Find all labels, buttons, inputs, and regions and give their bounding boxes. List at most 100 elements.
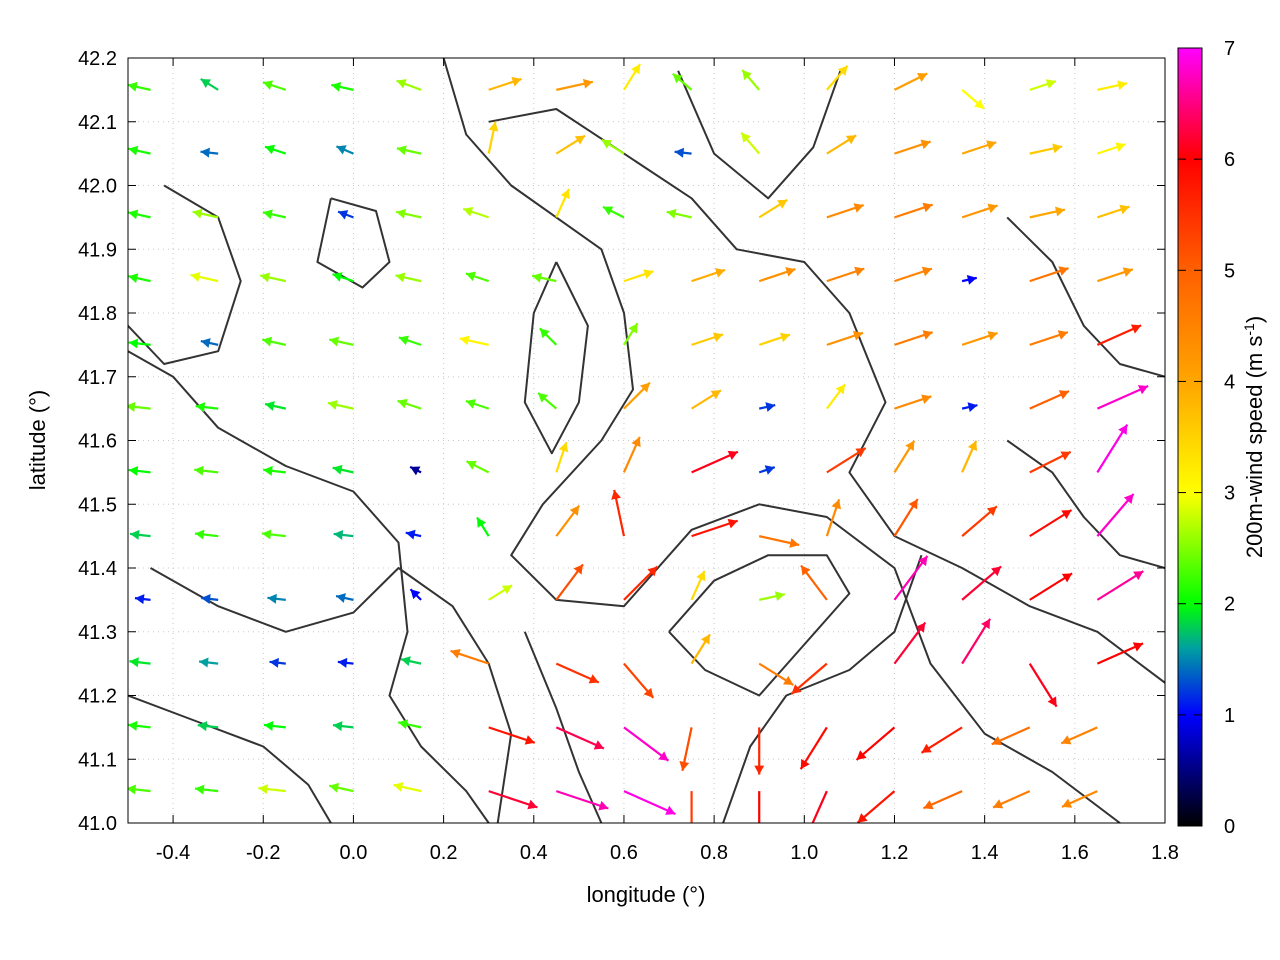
wind-arrow-head (647, 566, 658, 577)
wind-arrow (691, 332, 724, 346)
x-axis-title: longitude (°) (587, 882, 706, 907)
wind-arrow (758, 591, 786, 602)
wind-arrow (623, 269, 654, 283)
wind-arrow (262, 336, 287, 347)
wind-arrow (556, 78, 594, 91)
wind-arrow (397, 719, 422, 730)
wind-arrow-head (1115, 142, 1126, 152)
wind-arrow (800, 564, 828, 601)
wind-arrow (197, 721, 219, 732)
wind-arrow (623, 790, 676, 815)
wind-arrow (190, 272, 219, 283)
y-tick-label: 41.0 (78, 813, 117, 835)
wind-arrow (1097, 267, 1134, 283)
wind-arrow (201, 594, 219, 604)
wind-arrow (333, 529, 354, 540)
wind-arrow (826, 203, 865, 219)
wind-arrow-shaft (1096, 493, 1135, 537)
wind-arrow (331, 82, 354, 92)
wind-arrow (826, 447, 867, 474)
wind-arrow-head (1058, 390, 1070, 400)
wind-arrow (758, 332, 791, 346)
wind-arrow-head (527, 799, 538, 810)
wind-arrow-head (197, 721, 208, 732)
wind-arrow (128, 273, 151, 284)
wind-arrow-head (329, 782, 340, 793)
wind-arrow-shaft (811, 790, 828, 823)
colorbar-tick-label: 6 (1224, 149, 1235, 171)
wind-arrow-head (524, 735, 535, 745)
x-tick-label: -0.2 (246, 842, 280, 864)
wind-arrow (409, 465, 422, 476)
wind-arrow-head (398, 335, 409, 346)
wind-arrow (894, 139, 931, 155)
wind-arrow-head (987, 331, 998, 341)
wind-arrow-head (974, 99, 985, 109)
wind-arrow-head (200, 338, 211, 348)
wind-arrow (601, 138, 625, 155)
wind-arrow (465, 399, 490, 410)
wind-arrow-head (396, 79, 407, 89)
wind-arrow-head (598, 800, 609, 811)
wind-arrow (332, 721, 354, 732)
wind-arrow-head (765, 402, 776, 412)
wind-arrow-head (712, 332, 724, 342)
wind-arrow (690, 791, 693, 823)
wind-arrow-head (754, 832, 764, 841)
wind-arrow-head (966, 274, 977, 285)
wind-arrow-head (967, 402, 978, 413)
wind-arrow (269, 657, 286, 668)
wind-arrow (894, 202, 933, 219)
wind-arrow (961, 565, 1002, 601)
wind-arrow (758, 465, 776, 475)
wind-arrow-head (200, 78, 211, 88)
wind-arrow (555, 441, 569, 473)
wind-arrow-head (856, 750, 867, 760)
wind-arrow-head (465, 271, 476, 282)
wind-arrow-head (396, 208, 407, 219)
x-tick-label: 1.8 (1151, 842, 1179, 864)
wind-arrow (893, 621, 927, 665)
wind-arrow-head (857, 813, 868, 823)
wind-arrow-head (130, 529, 140, 540)
wind-arrow (758, 662, 794, 686)
x-tick-label: 0.0 (340, 842, 368, 864)
wind-arrow (961, 618, 992, 665)
colorbar-tick-label: 4 (1224, 371, 1235, 393)
wind-arrow-head (742, 69, 752, 81)
wind-arrow (129, 529, 151, 540)
wind-arrow-shaft (623, 726, 670, 762)
wind-arrow (1097, 80, 1128, 91)
wind-arrow (409, 588, 422, 601)
wind-arrow-head (332, 721, 343, 732)
contour-line (677, 70, 842, 200)
wind-arrow-head (593, 740, 604, 750)
wind-arrow-head (338, 210, 349, 220)
wind-arrow-head (1057, 330, 1068, 340)
wind-arrow-head (337, 657, 348, 668)
wind-arrow (400, 656, 422, 666)
wind-arrow (555, 504, 581, 537)
wind-arrow-head (396, 145, 407, 156)
wind-arrow (337, 210, 354, 220)
wind-arrow-head (574, 135, 586, 145)
wind-arrow-head (199, 657, 209, 668)
wind-arrow (1096, 424, 1129, 473)
wind-arrow-head (258, 784, 268, 795)
wind-arrow (258, 784, 286, 795)
contour-line (523, 261, 589, 455)
wind-arrow (856, 790, 896, 823)
wind-arrow-head (397, 398, 408, 409)
contour-line (128, 350, 490, 823)
wind-arrow-head (194, 465, 204, 476)
wind-arrow (894, 394, 932, 410)
wind-arrow-head (915, 622, 926, 633)
colorbar-tick-label: 3 (1224, 483, 1235, 505)
wind-arrow-head (837, 65, 848, 76)
wind-arrow (961, 440, 978, 473)
wind-arrow-head (922, 330, 933, 340)
wind-arrow-head (395, 272, 406, 283)
wind-arrow-head (261, 529, 272, 540)
wind-arrow (128, 784, 151, 795)
